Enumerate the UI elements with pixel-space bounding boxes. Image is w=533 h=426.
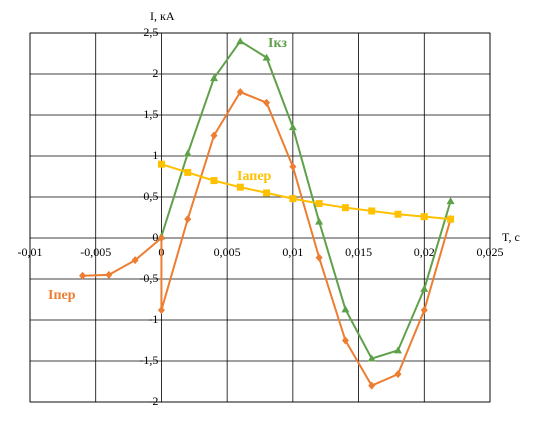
series-line — [160, 39, 452, 360]
y-tick-label: -0,5 — [139, 271, 158, 285]
series-line — [161, 163, 451, 221]
data-point — [131, 256, 139, 265]
series-label: Iкз — [268, 36, 287, 51]
y-tick-label: 0 — [152, 230, 158, 244]
x-tick-label: 0,005 — [214, 245, 241, 259]
y-tick-label: 2,5 — [143, 25, 158, 39]
y-tick-label: 1,5 — [143, 107, 158, 121]
data-point — [420, 284, 429, 292]
data-point — [341, 204, 349, 212]
data-point — [420, 306, 428, 315]
data-point — [184, 215, 192, 224]
plot-border — [29, 32, 491, 403]
y-tick-label: -1 — [148, 312, 158, 326]
data-point — [315, 217, 324, 225]
y-axis-label: I, кА — [150, 9, 175, 23]
data-point — [79, 271, 87, 280]
data-point — [368, 381, 376, 390]
data-point — [236, 88, 244, 97]
data-point — [341, 336, 349, 345]
data-point — [394, 370, 402, 379]
y-tick-label: 0,5 — [143, 189, 158, 203]
x-tick-label: 0,015 — [345, 245, 372, 259]
data-point — [157, 234, 165, 242]
data-point — [341, 305, 350, 313]
data-point — [210, 177, 218, 185]
x-tick-label: 0,02 — [414, 245, 435, 259]
series-label: Iапер — [237, 169, 272, 184]
data-point — [367, 354, 376, 362]
data-point — [288, 123, 297, 131]
data-point — [289, 195, 297, 203]
data-point — [184, 168, 192, 176]
data-point — [368, 207, 376, 215]
series-line — [82, 90, 452, 387]
data-point — [236, 183, 244, 191]
y-tick-label: 2 — [152, 66, 158, 80]
data-point — [210, 131, 218, 140]
data-point — [315, 253, 323, 262]
data-point — [315, 200, 323, 208]
data-point — [420, 213, 428, 221]
data-point — [236, 37, 245, 45]
data-point — [289, 162, 297, 171]
y-tick-label: 1 — [152, 148, 158, 162]
x-tick-label: -0,005 — [80, 245, 111, 259]
y-tick-label: -1,5 — [139, 353, 158, 367]
data-point — [263, 98, 271, 107]
series-label: Iпер — [48, 288, 76, 303]
data-point — [447, 215, 455, 223]
y-tick-label: -2 — [148, 394, 158, 408]
data-point — [157, 306, 165, 315]
data-point — [263, 189, 271, 197]
data-point — [183, 149, 192, 157]
x-axis-label: T, с — [502, 230, 520, 244]
data-point — [394, 346, 402, 354]
x-tick-label: 0,01 — [282, 245, 303, 259]
data-point — [262, 53, 271, 61]
data-point — [157, 160, 165, 168]
data-point — [446, 197, 455, 205]
data-point — [394, 210, 402, 218]
data-point — [105, 270, 113, 279]
data-point — [210, 74, 218, 82]
